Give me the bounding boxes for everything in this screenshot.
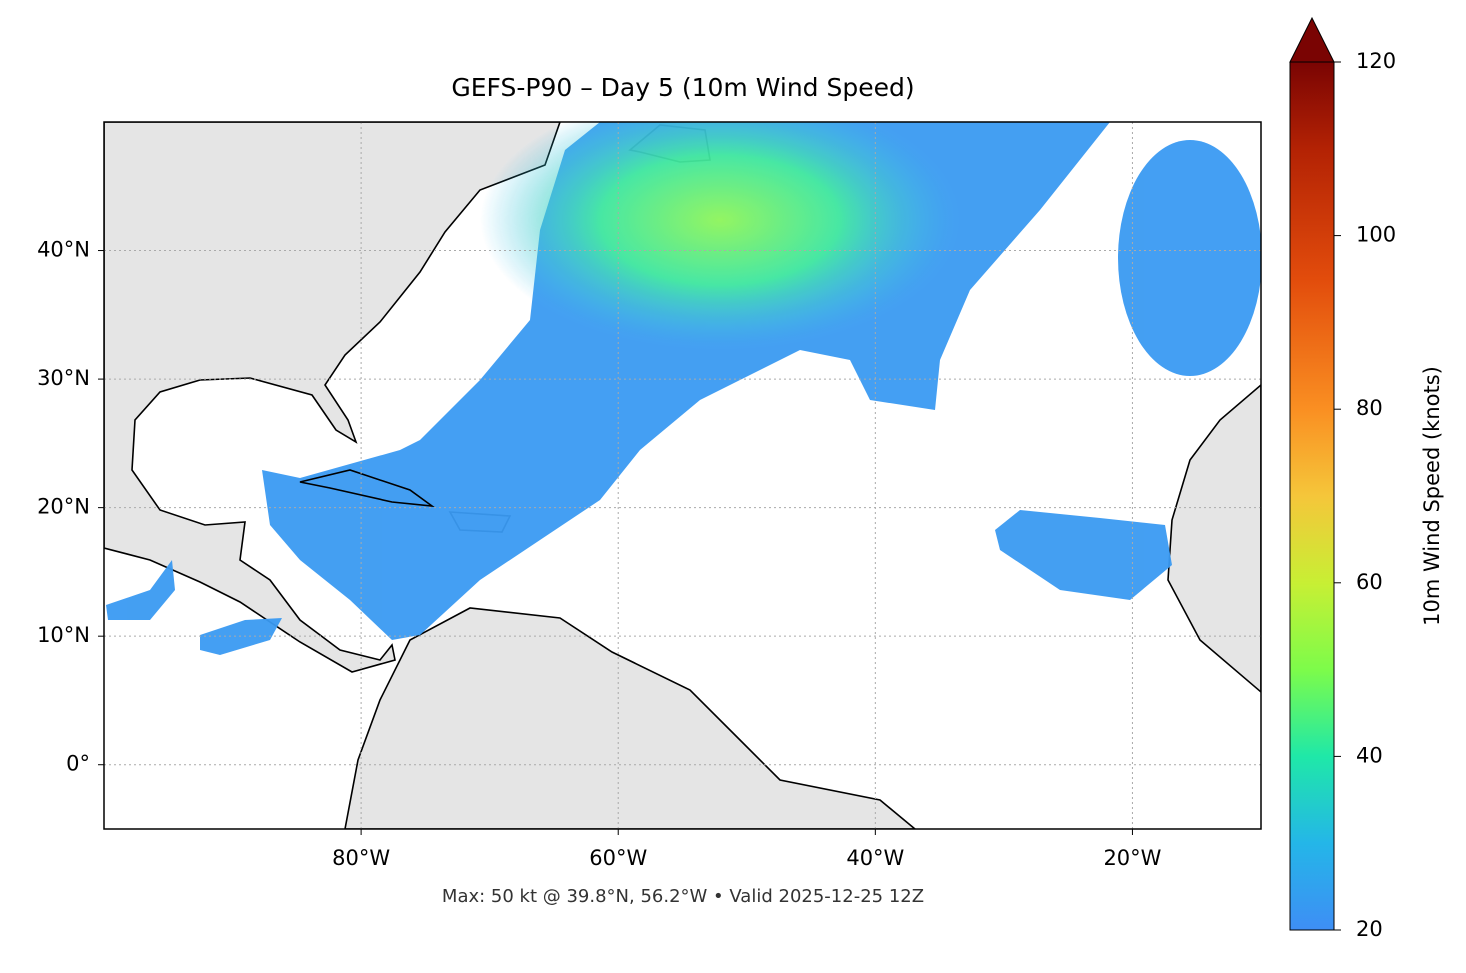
y-tick-label: 30°N [37,366,90,390]
chart-title: GEFS-P90 – Day 5 (10m Wind Speed) [451,73,914,102]
colorbar-extend [1289,16,1335,63]
map-frame [103,121,1262,830]
colorbar-tick-label: 60 [1356,570,1383,594]
africa [1167,383,1261,694]
colorbar-tick-label: 20 [1356,917,1383,941]
colorbar-tick-label: 100 [1356,223,1396,247]
wind-swath [995,510,1172,600]
footer: Max: 50 kt @ 39.8°N, 56.2°W • Valid 2025… [442,886,924,907]
colorbar-tick-label: 120 [1356,49,1396,73]
y-tick-label: 10°N [37,623,90,647]
x-tick-label: 40°W [846,846,904,870]
south-america [344,607,917,829]
colorbar [1289,61,1335,931]
wind-swath [106,560,175,620]
colorbar-tick-label: 40 [1356,743,1383,767]
x-tick-label: 20°W [1103,846,1161,870]
y-tick-label: 40°N [37,238,90,262]
map [104,122,1261,829]
north-america [104,122,561,673]
y-tick-label: 0° [66,752,90,776]
coastline [299,469,435,508]
wind-max [480,122,960,350]
x-tick-label: 60°W [589,846,647,870]
y-tick-label: 20°N [37,495,90,519]
colorbar-tick-label: 80 [1356,396,1383,420]
wind-swath [1118,140,1261,376]
colorbar-label: 10m Wind Speed (knots) [1420,366,1444,626]
x-tick-label: 80°W [332,846,390,870]
wind-field [106,122,1261,655]
